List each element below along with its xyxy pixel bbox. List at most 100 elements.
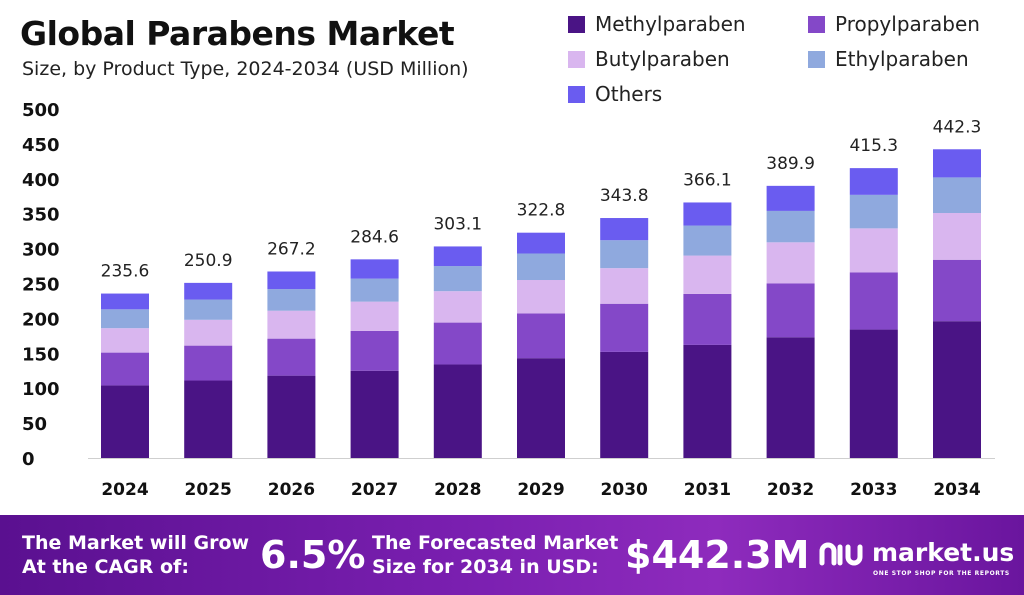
bar-segment-propylparaben xyxy=(600,303,649,352)
bar-total-label: 442.3 xyxy=(933,117,982,137)
bar-segment-propylparaben xyxy=(101,352,149,386)
bar-segment-propylparaben xyxy=(433,322,482,365)
bar-total-label: 389.9 xyxy=(766,154,815,174)
logo-icon xyxy=(819,542,863,566)
x-tick-label: 2030 xyxy=(601,480,648,500)
bar-segment-ethylparaben xyxy=(933,177,981,214)
chart-title: Global Parabens Market xyxy=(20,14,455,53)
bar-segment-butylparaben xyxy=(683,255,732,294)
cagr-label-line: The Market will Grow xyxy=(22,532,250,554)
cagr-label-line: At the CAGR of: xyxy=(22,556,189,578)
x-tick-label: 2031 xyxy=(684,480,731,500)
bar-segment-others xyxy=(683,202,732,226)
y-tick-label: 50 xyxy=(22,414,47,435)
bar-segment-ethylparaben xyxy=(433,266,482,292)
legend-swatch xyxy=(808,15,825,33)
bar-total-label: 343.8 xyxy=(600,186,649,206)
bar-total-label: 284.6 xyxy=(350,227,399,247)
bar-segment-methylparaben xyxy=(683,344,732,458)
logo-tagline: ONE STOP SHOP FOR THE REPORTS xyxy=(873,570,1010,577)
forecast-label-line: Size for 2034 in USD: xyxy=(372,556,599,578)
forecast-label-line: The Forecasted Market xyxy=(372,532,619,554)
bar-segment-methylparaben xyxy=(849,329,898,458)
bar-total-label: 235.6 xyxy=(101,262,150,282)
x-tick-label: 2024 xyxy=(101,480,148,500)
bar-segment-propylparaben xyxy=(517,313,565,359)
bar-segment-others xyxy=(517,232,565,254)
bar-segment-others xyxy=(933,149,981,178)
forecast-label: The Forecasted Market Size for 2034 in U… xyxy=(372,531,632,579)
bar-segment-others xyxy=(849,168,898,195)
chart-subtitle: Size, by Product Type, 2024-2034 (USD Mi… xyxy=(22,58,469,80)
legend-item-ethylparaben: Ethylparaben xyxy=(808,47,969,71)
bar-segment-ethylparaben xyxy=(849,194,898,229)
cagr-value: 6.5% xyxy=(260,533,366,577)
bar-segment-butylparaben xyxy=(101,328,149,353)
legend-label: Ethylparaben xyxy=(835,47,969,71)
x-tick-label: 2025 xyxy=(185,480,232,500)
bar-segment-butylparaben xyxy=(350,301,399,331)
legend-label: Others xyxy=(595,82,663,106)
bar-segment-propylparaben xyxy=(933,259,981,322)
x-tick-label: 2034 xyxy=(933,480,980,500)
bar-segment-butylparaben xyxy=(600,268,649,304)
bar-segment-butylparaben xyxy=(433,291,482,323)
bar-segment-butylparaben xyxy=(933,213,981,260)
x-tick-label: 2028 xyxy=(434,480,481,500)
y-tick-label: 300 xyxy=(22,240,60,261)
bar-total-label: 303.1 xyxy=(433,214,482,234)
bar-segment-butylparaben xyxy=(766,242,815,284)
bar-segment-propylparaben xyxy=(849,272,898,330)
bar-segment-others xyxy=(350,259,399,279)
legend-swatch xyxy=(568,50,585,68)
bar-segment-methylparaben xyxy=(184,380,233,458)
y-tick-label: 500 xyxy=(22,100,60,121)
bar-segment-methylparaben xyxy=(933,321,981,458)
stacked-bar-chart: 0 50 100 150 200 250 300 350 400 450 500 235.6 2024 2… xyxy=(22,100,995,500)
x-tick-label: 2026 xyxy=(268,480,315,500)
bar-segment-others xyxy=(101,293,149,310)
legend-label: Methylparaben xyxy=(595,12,746,36)
y-tick-label: 400 xyxy=(22,170,60,191)
bar-segment-ethylparaben xyxy=(101,309,149,329)
y-tick-label: 200 xyxy=(22,309,60,330)
y-tick-label: 150 xyxy=(22,344,60,365)
legend-swatch xyxy=(568,15,585,33)
bar-total-label: 415.3 xyxy=(849,136,898,156)
bar-segment-ethylparaben xyxy=(350,278,399,302)
y-tick-label: 100 xyxy=(22,379,60,400)
logo-text: market.us xyxy=(872,537,1015,567)
market-us-logo[interactable]: market.us xyxy=(818,537,1014,567)
bar-segment-ethylparaben xyxy=(766,210,815,243)
bar-total-label: 322.8 xyxy=(517,201,566,221)
bar-segment-others xyxy=(600,218,649,241)
bar-total-label: 267.2 xyxy=(267,239,316,259)
bar-total-label: 366.1 xyxy=(683,170,732,190)
x-tick-label: 2027 xyxy=(351,480,398,500)
bar-segment-others xyxy=(766,185,815,211)
footer-banner: The Market will Grow At the CAGR of: 6.5… xyxy=(0,515,1024,595)
bar-segment-methylparaben xyxy=(433,364,482,458)
forecast-value: $442.3M xyxy=(625,533,810,577)
bar-segment-propylparaben xyxy=(184,345,233,381)
y-tick-label: 450 xyxy=(22,135,60,156)
bar-segment-others xyxy=(184,282,233,300)
bar-segment-methylparaben xyxy=(517,358,565,458)
bar-segment-butylparaben xyxy=(267,310,316,339)
bar-segment-ethylparaben xyxy=(517,253,565,281)
x-tick-label: 2032 xyxy=(767,480,814,500)
legend-label: Butylparaben xyxy=(595,47,730,71)
bar-segment-propylparaben xyxy=(683,293,732,345)
bar-segment-ethylparaben xyxy=(600,240,649,269)
legend-item-propylparaben: Propylparaben xyxy=(808,12,980,36)
legend-swatch xyxy=(568,85,585,103)
bar-total-label: 250.9 xyxy=(184,251,233,271)
bar-segment-propylparaben xyxy=(350,330,399,371)
bar-segment-butylparaben xyxy=(849,228,898,273)
bar-segment-ethylparaben xyxy=(184,299,233,320)
bar-segment-ethylparaben xyxy=(267,289,316,311)
y-tick-label: 0 xyxy=(22,449,35,470)
bar-segment-propylparaben xyxy=(766,283,815,338)
bar-segment-ethylparaben xyxy=(683,225,732,256)
x-tick-label: 2033 xyxy=(850,480,897,500)
